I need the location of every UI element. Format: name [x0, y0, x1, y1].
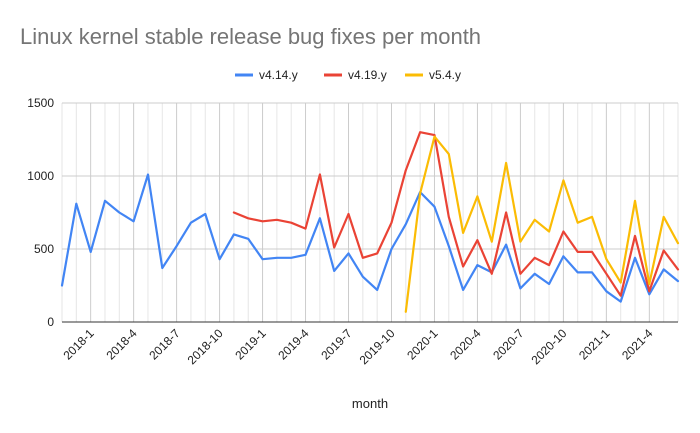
x-axis-label: month — [352, 396, 388, 411]
chart-title: Linux kernel stable release bug fixes pe… — [20, 24, 481, 49]
legend-label-v4.14.y: v4.14.y — [259, 68, 298, 82]
x-tick-label: 2020-7 — [490, 326, 527, 363]
x-tick-label: 2019-7 — [318, 326, 355, 363]
grid — [61, 102, 679, 322]
series-group — [60, 131, 680, 313]
x-tick-label: 2018-7 — [146, 326, 183, 363]
series-line-v4.14.y — [60, 173, 680, 303]
y-tick-label: 1500 — [27, 96, 54, 110]
y-tick-label: 1000 — [27, 169, 54, 183]
x-tick-label: 2020-10 — [528, 326, 569, 367]
y-tick-label: 500 — [34, 242, 54, 256]
x-tick-label: 2018-10 — [185, 326, 226, 367]
x-tick-label: 2019-1 — [232, 326, 269, 363]
x-tick-label: 2020-1 — [404, 326, 441, 363]
series-line-v4.19.y — [232, 131, 680, 297]
x-tick-label: 2021-1 — [576, 326, 613, 363]
x-tick-label: 2021-4 — [619, 326, 656, 363]
series-line-v5.4.y — [404, 135, 680, 313]
x-axis-ticks: 2018-1 2018-4 2018-7 2018-10 2019-1 2019-4 201… — [60, 326, 655, 367]
x-tick-label: 2019-10 — [357, 326, 398, 367]
y-tick-label: 0 — [47, 315, 54, 329]
legend: v4.14.y v4.19.y v5.4.y — [235, 68, 461, 82]
x-tick-label: 2019-4 — [275, 326, 312, 363]
x-tick-label: 2018-1 — [60, 326, 97, 363]
x-tick-label: 2018-4 — [103, 326, 140, 363]
legend-label-v4.19.y: v4.19.y — [348, 68, 387, 82]
y-axis-ticks: 0 500 1000 1500 — [27, 96, 54, 329]
x-tick-label: 2020-4 — [447, 326, 484, 363]
legend-label-v5.4.y: v5.4.y — [429, 68, 461, 82]
